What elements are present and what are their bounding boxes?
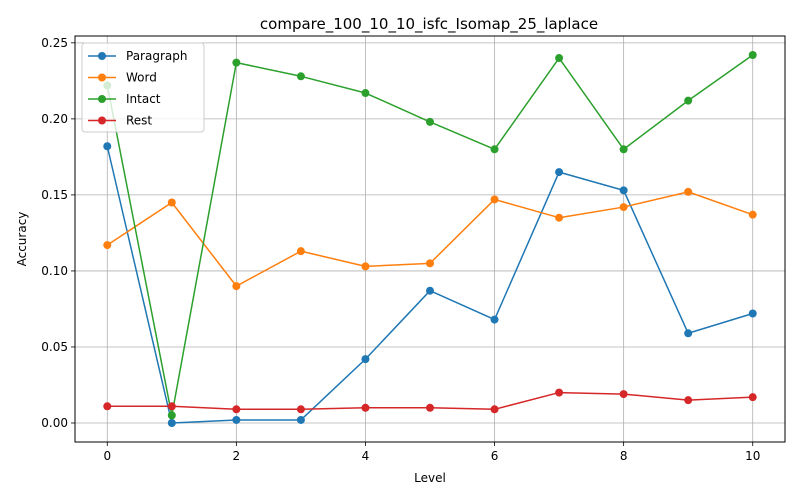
axis-ticks: 0 2 4 6 8 10 0.00 0.05 0.10 0.15 0.20 0.25 — [41, 36, 760, 463]
legend-label-intact: Intact — [126, 92, 161, 106]
data-point-paragraph — [361, 355, 370, 364]
data-point-rest — [619, 390, 628, 399]
data-point-word — [426, 259, 434, 268]
data-point-paragraph — [684, 329, 693, 338]
data-point-intact — [555, 54, 564, 63]
data-point-intact — [490, 145, 499, 154]
data-point-rest — [167, 402, 176, 411]
data-point-word — [232, 282, 241, 291]
y-tick-label: 0.25 — [41, 36, 68, 50]
legend-item-intact: Intact — [88, 92, 161, 106]
data-point-word — [490, 195, 499, 204]
x-tick-label: 2 — [233, 449, 241, 463]
data-point-paragraph — [232, 415, 241, 424]
data-point-paragraph — [490, 315, 499, 324]
y-tick-label: 0.05 — [41, 340, 68, 354]
series-intact — [103, 51, 757, 420]
x-tick-label: 10 — [745, 449, 760, 463]
data-point-word — [103, 241, 112, 250]
y-tick-label: 0.00 — [41, 416, 68, 430]
x-axis-label: Level — [414, 471, 446, 485]
data-point-rest — [232, 405, 241, 414]
data-point-intact — [619, 145, 628, 154]
data-point-intact — [426, 117, 434, 126]
data-point-paragraph — [167, 418, 176, 427]
data-point-intact — [232, 58, 241, 67]
data-point-paragraph — [426, 286, 434, 295]
data-point-paragraph — [555, 168, 564, 177]
plot-frame — [74, 35, 786, 443]
legend-item-word: Word — [88, 71, 157, 85]
chart-title: compare_100_10_10_isfc_Isomap_25_laplace — [260, 15, 598, 34]
y-tick-label: 0.20 — [41, 112, 68, 126]
legend-marker-word — [98, 73, 106, 82]
data-point-rest — [684, 396, 693, 405]
legend-marker-rest — [98, 116, 106, 125]
y-tick-label: 0.10 — [41, 264, 68, 278]
x-tick-label: 0 — [103, 449, 111, 463]
data-point-rest — [361, 403, 370, 412]
series-rest — [103, 388, 757, 414]
y-tick-label: 0.15 — [41, 188, 68, 202]
series-word — [103, 187, 757, 291]
data-point-word — [167, 198, 176, 207]
x-tick-label: 6 — [491, 449, 499, 463]
x-tick-label: 8 — [620, 449, 628, 463]
data-point-rest — [296, 405, 305, 414]
data-point-paragraph — [748, 309, 757, 318]
data-point-intact — [684, 96, 693, 105]
data-point-word — [619, 203, 628, 212]
data-point-paragraph — [619, 186, 628, 195]
data-point-rest — [555, 388, 564, 397]
legend-box — [81, 42, 205, 133]
data-point-paragraph — [103, 142, 112, 151]
data-point-rest — [426, 403, 434, 412]
legend-label-paragraph: Paragraph — [126, 49, 187, 63]
data-point-rest — [748, 393, 757, 402]
legend-label-word: Word — [126, 71, 157, 85]
x-tick-label: 4 — [362, 449, 370, 463]
data-point-word — [748, 210, 757, 219]
data-point-word — [555, 213, 564, 222]
legend-label-rest: Rest — [126, 114, 152, 128]
legend: Paragraph Word Intact Rest — [81, 42, 205, 133]
data-point-intact — [361, 89, 370, 98]
data-point-rest — [103, 402, 112, 411]
legend-marker-intact — [98, 95, 106, 103]
series-layer — [103, 51, 757, 427]
legend-marker-paragraph — [98, 52, 106, 60]
data-point-intact — [167, 411, 176, 420]
data-point-intact — [748, 51, 757, 60]
legend-item-paragraph: Paragraph — [88, 49, 187, 63]
data-point-word — [684, 187, 693, 196]
y-axis-label: Accuracy — [15, 212, 29, 267]
legend-item-rest: Rest — [88, 114, 152, 128]
data-point-paragraph — [296, 415, 305, 424]
data-point-intact — [296, 72, 305, 81]
series-paragraph — [103, 142, 757, 427]
data-point-word — [361, 262, 370, 271]
data-point-rest — [490, 405, 499, 414]
series-line-paragraph — [106, 146, 753, 424]
data-point-word — [296, 247, 305, 256]
